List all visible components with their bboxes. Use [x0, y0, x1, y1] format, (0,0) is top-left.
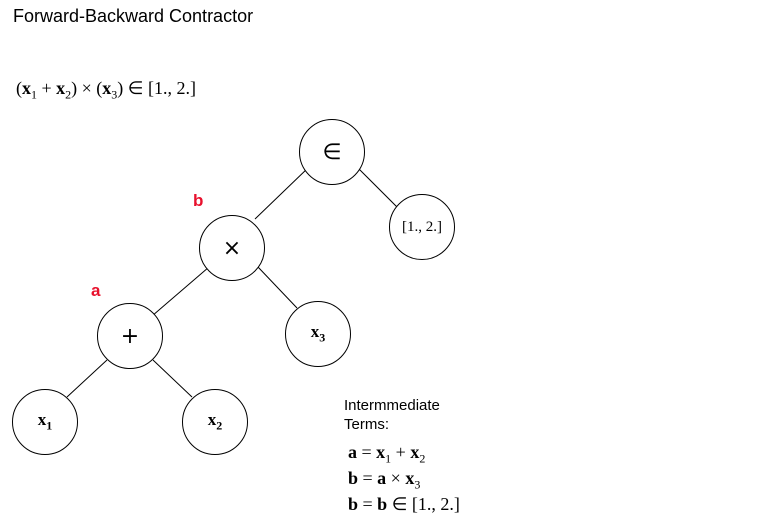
edge-plus-x1 [66, 359, 108, 398]
edge-root-times [254, 166, 310, 220]
edge-times-x3 [257, 266, 298, 309]
times-symbol: × [222, 235, 242, 261]
node-interval: [1., 2.] [389, 194, 455, 260]
node-element-of: ∈ [299, 119, 365, 185]
node-plus: + [97, 303, 163, 369]
term-b-constraint: b = b ∈ [1., 2.] [348, 494, 460, 514]
term-b-definition: b = a × x3 [348, 468, 421, 492]
element-of-symbol: ∈ [322, 139, 342, 165]
tag-a: a [91, 281, 101, 300]
term-a-definition: a = x1 + x2 [348, 442, 426, 466]
node-x1: x1 [12, 389, 78, 455]
node-times: × [199, 215, 265, 281]
interval-label: [1., 2.] [402, 218, 442, 235]
page-title: Forward-Backward Contractor [13, 6, 254, 26]
tag-b: b [193, 191, 204, 210]
intermediate-terms-heading: Intermmediate Terms: [344, 397, 440, 433]
edge-plus-x2 [152, 359, 193, 398]
node-x3: x3 [285, 301, 351, 367]
x1-label: x1 [37, 410, 53, 433]
expr-x1: x [22, 78, 31, 98]
node-x2: x2 [182, 389, 248, 455]
plus-symbol: + [120, 323, 140, 349]
edge-root-interval [356, 166, 399, 209]
expr-x2: x [56, 78, 66, 98]
x3-label: x3 [310, 322, 326, 345]
edge-times-plus [151, 266, 210, 317]
expression: (x1 + x2) × (x3) ∈ [1., 2.] [16, 78, 196, 102]
x2-label: x2 [207, 410, 223, 433]
expr-x3: x [102, 78, 112, 98]
